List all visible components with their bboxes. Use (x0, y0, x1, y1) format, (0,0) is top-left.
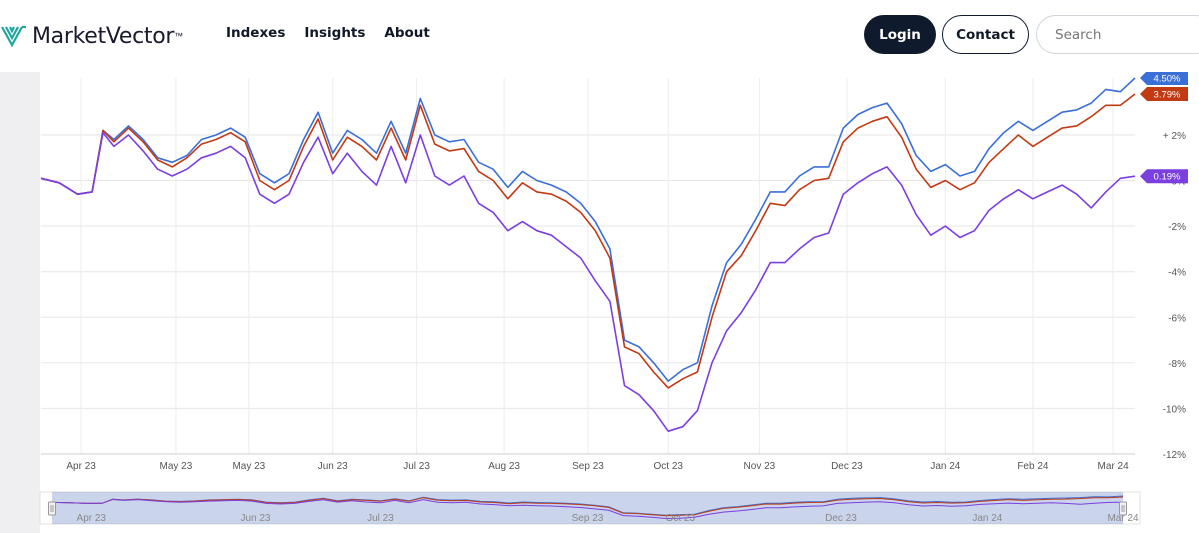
y-tick-label: + 2% (1163, 131, 1186, 142)
navigator-tick-label: Mar 24 (1107, 513, 1139, 524)
y-tick-label: -8% (1168, 359, 1186, 370)
x-tick-label: Jun 23 (318, 461, 348, 472)
chart-series (40, 77, 1136, 433)
x-tick-label: Nov 23 (744, 461, 776, 472)
brand-logo[interactable]: MarketVector ™ (0, 20, 183, 52)
brand-trademark: ™ (174, 31, 184, 41)
range-navigator[interactable]: Apr 23 Jun 23 Jul 23 Sep 23 Oct 23 Dec 23 Jan … (39, 491, 1141, 525)
navigator-series-2 (51, 496, 1124, 517)
end-label-text: 0.19% (1154, 172, 1181, 183)
x-axis-ticks: Apr 23 May 23 May 23 Jun 23 Jul 23 Aug 23 Sep … (41, 453, 1135, 472)
series-line-1[interactable] (40, 77, 1136, 382)
contact-button[interactable]: Contact (942, 15, 1029, 54)
navigator-tick-label: Dec 23 (825, 513, 857, 524)
navigator-left-handle[interactable] (48, 501, 56, 516)
performance-line-chart[interactable]: Apr 23 May 23 May 23 Jun 23 Jul 23 Aug 23 Sep … (0, 72, 1199, 533)
navigator-tick-label: Jun 23 (240, 513, 270, 524)
marketvector-logo-icon (1, 25, 26, 48)
y-tick-label: -10% (1163, 404, 1186, 415)
x-tick-label: May 23 (232, 461, 265, 472)
navigator-tick-label: Sep 23 (572, 513, 604, 524)
x-tick-label: Sep 23 (572, 461, 604, 472)
series-end-label-1: 4.50% (1140, 72, 1188, 85)
navigator-tick-label: Jan 24 (972, 513, 1002, 524)
x-tick-label: Apr 23 (66, 461, 96, 472)
series-line-2[interactable] (40, 93, 1136, 389)
brand-name: MarketVector (32, 23, 175, 49)
x-tick-label: Aug 23 (488, 461, 520, 472)
login-button[interactable]: Login (864, 15, 936, 54)
end-label-badge (1140, 86, 1188, 101)
navigator-tick-label: Apr 23 (77, 513, 107, 524)
x-tick-label: Jan 24 (930, 461, 960, 472)
primary-nav: Indexes Insights About (226, 25, 430, 41)
handle-grip[interactable] (48, 501, 56, 516)
chart-left-margin (0, 72, 40, 533)
x-tick-label: Jul 23 (403, 461, 430, 472)
x-tick-label: Oct 23 (653, 461, 683, 472)
navigator-series-3 (51, 498, 1124, 520)
y-tick-label: -4% (1168, 268, 1186, 279)
x-tick-label: Mar 24 (1098, 461, 1130, 472)
x-tick-label: Feb 24 (1017, 461, 1049, 472)
series-end-labels: 4.50% 3.79% 0.19% (1140, 72, 1188, 184)
end-label-badge (1140, 72, 1188, 85)
navigator-right-handle[interactable] (1119, 501, 1127, 516)
end-label-badge (1140, 169, 1188, 184)
y-tick-label: -12% (1163, 450, 1186, 461)
end-label-text: 4.50% (1154, 74, 1181, 85)
x-tick-label: May 23 (160, 461, 193, 472)
chart-gridlines (41, 78, 1135, 455)
end-label-text: 3.79% (1154, 89, 1181, 100)
navigator-tick-label: Jul 23 (367, 513, 394, 524)
search-input[interactable] (1036, 15, 1199, 54)
series-end-label-3: 0.19% (1140, 169, 1188, 184)
nav-link-indexes[interactable]: Indexes (226, 25, 286, 41)
top-navbar: MarketVector ™ Indexes Insights About Log… (0, 0, 1199, 72)
y-tick-label: -2% (1168, 222, 1186, 233)
y-tick-label: -6% (1168, 313, 1186, 324)
series-end-label-2: 3.79% (1140, 86, 1188, 101)
x-tick-label: Dec 23 (831, 461, 863, 472)
nav-link-about[interactable]: About (384, 25, 430, 41)
navigator-tick-label: Oct 23 (666, 513, 696, 524)
nav-link-insights[interactable]: Insights (304, 25, 366, 41)
handle-grip[interactable] (1119, 501, 1127, 516)
series-line-3[interactable] (40, 131, 1136, 433)
